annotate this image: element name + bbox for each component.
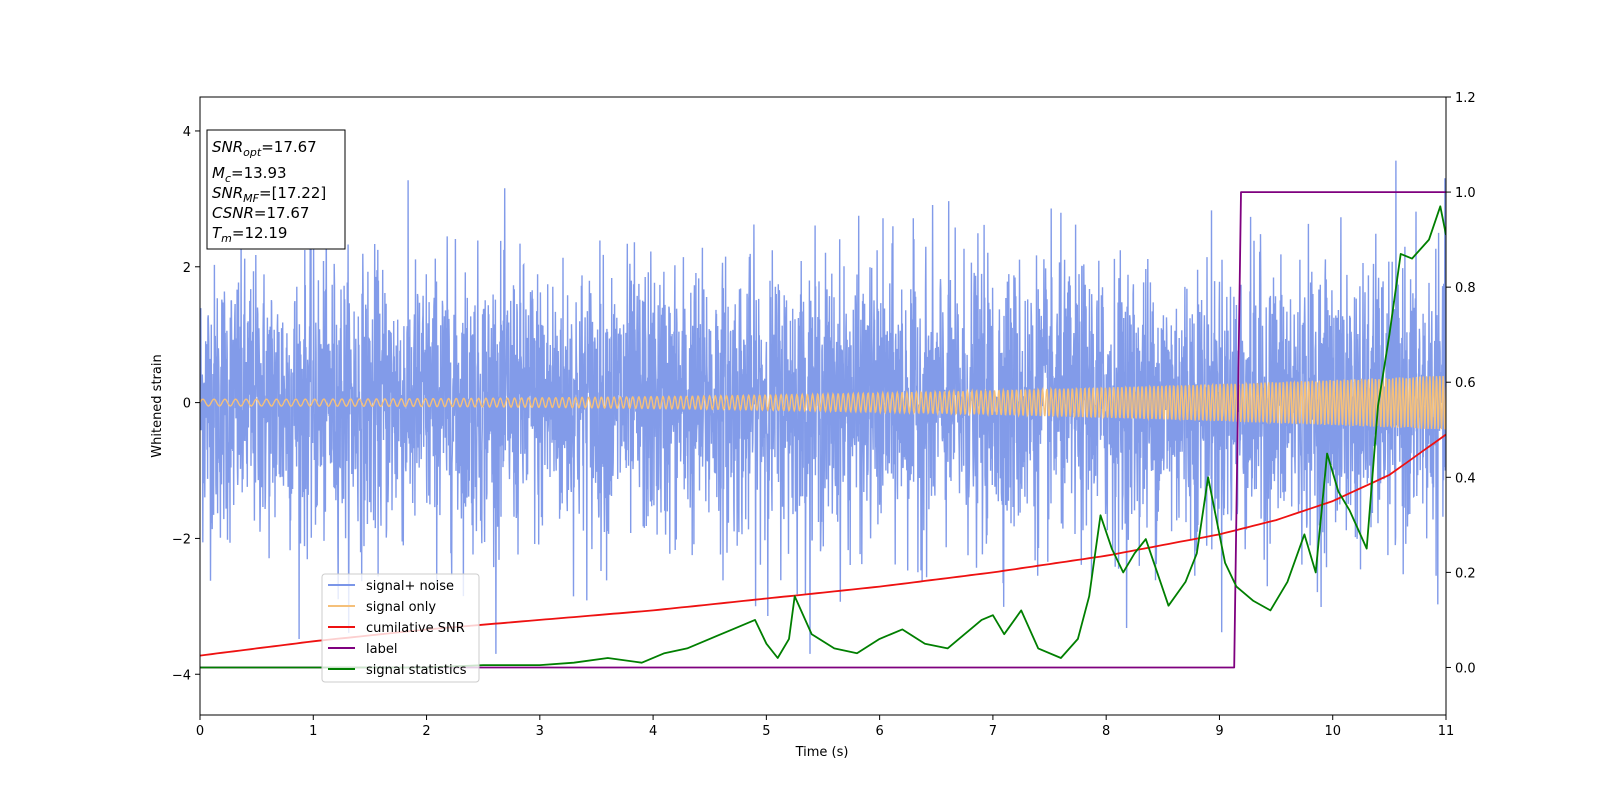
x-tick-label: 7	[989, 724, 997, 739]
y2-tick-label: 1.0	[1455, 186, 1476, 201]
x-tick-label: 2	[422, 724, 430, 739]
info-tm: Tm=12.19	[212, 224, 287, 245]
legend-label-cumulative-snr: cumilative SNR	[366, 621, 465, 636]
legend: signal+ noise signal only cumilative SNR…	[321, 573, 480, 683]
y-tick-label: 0	[183, 397, 191, 412]
legend-label-signal-statistics: signal statistics	[366, 663, 467, 678]
legend-item-signal-statistics: signal statistics	[328, 663, 467, 678]
x-tick-label: 6	[875, 724, 883, 739]
x-tick-label: 10	[1324, 724, 1341, 739]
legend-item-cumulative-snr: cumilative SNR	[328, 621, 465, 636]
x-axis-ticks: 0 1 2 3 4 5 6 7 8 9 10 11	[196, 715, 1454, 739]
y-tick-label: −2	[172, 532, 191, 547]
legend-item-signal-only: signal only	[328, 600, 436, 615]
series-signal-statistics	[200, 205, 1446, 669]
info-csnr: CSNR=17.67	[212, 204, 309, 222]
y2-tick-label: 1.2	[1455, 91, 1476, 106]
y-tick-label: −4	[172, 668, 191, 683]
info-snr-opt: SNRopt=17.67	[212, 138, 317, 159]
y2-axis-ticks: 1.2 1.0 0.8 0.6 0.4 0.2 0.0	[1446, 91, 1476, 676]
legend-item-label: label	[328, 642, 397, 657]
x-tick-label: 8	[1102, 724, 1110, 739]
legend-label-signal-noise: signal+ noise	[366, 579, 454, 594]
x-tick-label: 9	[1215, 724, 1223, 739]
info-snr-mf: SNRMF=[17.22]	[212, 184, 326, 205]
x-tick-label: 1	[309, 724, 317, 739]
x-tick-label: 4	[649, 724, 657, 739]
y2-tick-label: 0.2	[1455, 566, 1476, 581]
x-tick-label: 11	[1438, 724, 1455, 739]
y2-tick-label: 0.0	[1455, 661, 1476, 676]
x-tick-label: 3	[536, 724, 544, 739]
legend-label-signal-only: signal only	[366, 600, 436, 615]
y-tick-label: 4	[183, 125, 191, 140]
y2-tick-label: 0.6	[1455, 376, 1476, 391]
y-axis-label: Whitened strain	[150, 354, 165, 457]
info-box-frame	[206, 129, 346, 250]
x-tick-label: 0	[196, 724, 204, 739]
y-axis-ticks: 4 2 0 −2 −4	[172, 125, 200, 683]
info-box: SNRopt=17.67 Mc=13.93 SNRMF=[17.22] CSNR…	[206, 129, 346, 250]
legend-label-label: label	[366, 642, 397, 657]
y-tick-label: 2	[183, 261, 191, 276]
info-mc: Mc=13.93	[212, 164, 287, 185]
plot-frame	[199, 96, 1447, 716]
y2-tick-label: 0.4	[1455, 471, 1476, 486]
x-tick-label: 5	[762, 724, 770, 739]
x-axis-label: Time (s)	[795, 745, 849, 760]
legend-frame	[321, 573, 480, 683]
series-label	[200, 191, 1446, 669]
y2-tick-label: 0.8	[1455, 281, 1476, 296]
legend-item-signal-noise: signal+ noise	[328, 579, 454, 594]
